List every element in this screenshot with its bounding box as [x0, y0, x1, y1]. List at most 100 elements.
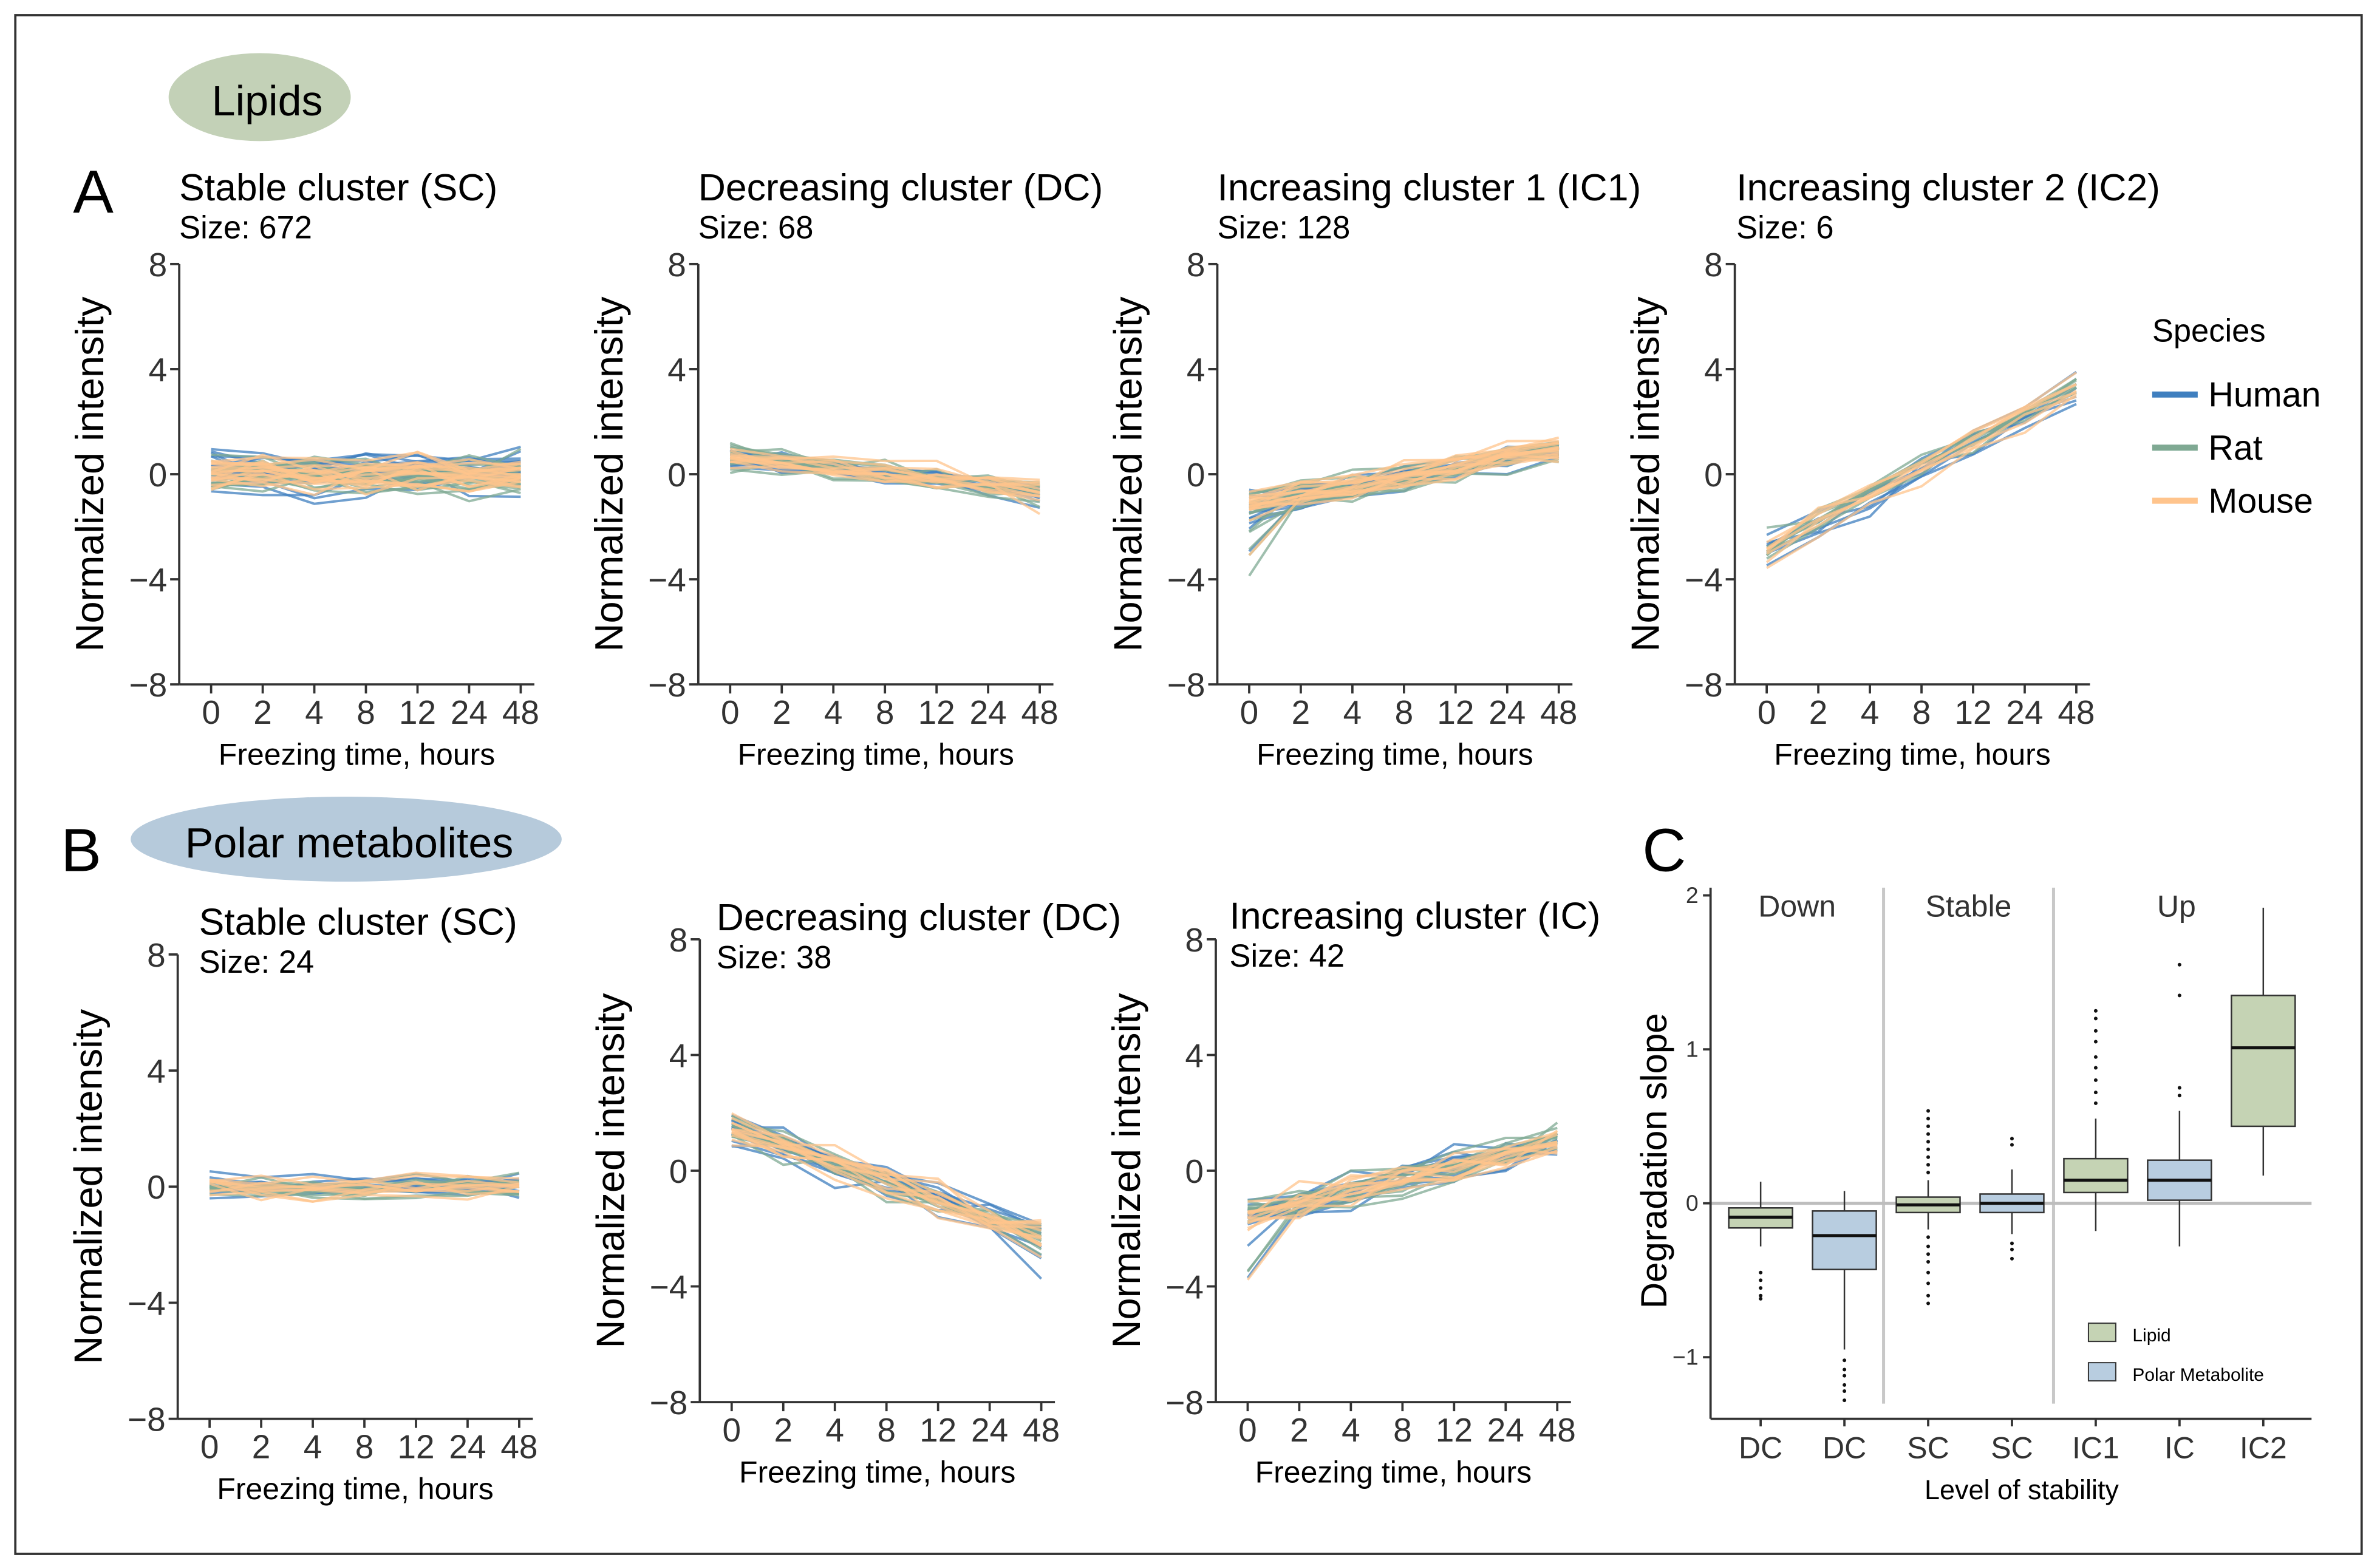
box-category-label: SC [1991, 1431, 2033, 1465]
legend-swatch-polar [2087, 1362, 2116, 1382]
y-tick-label: −4 [650, 1268, 688, 1306]
x-tick-label: 4 [1343, 693, 1362, 731]
y-axis-label: Normalized intensity [67, 296, 112, 652]
box-outlier [2177, 962, 2181, 967]
box-outlier [2093, 1091, 2098, 1095]
x-tick-label: 24 [970, 693, 1007, 731]
x-tick-label: 12 [1437, 693, 1474, 731]
x-tick-label: 4 [305, 693, 324, 731]
series-line [1249, 455, 1560, 511]
box-outlier [2093, 1078, 2098, 1082]
y-tick-label: 4 [669, 1037, 688, 1074]
x-tick-label: 0 [1240, 693, 1259, 731]
panel-polar-increasing: Increasing cluster (IC) Size: 42 840−4−8… [1104, 894, 1600, 1489]
panel-title: Stable cluster (SC) [179, 166, 497, 209]
y-tick-label: −4 [1167, 561, 1205, 599]
box-outlier [1759, 1293, 1763, 1298]
y-tick-label: −8 [1167, 666, 1205, 704]
panel-lipids-decreasing: Decreasing cluster (DC) Size: 68 840−4−8… [587, 166, 1103, 772]
x-axis-label: Freezing time, hours [219, 738, 495, 772]
box-outlier [1926, 1301, 1931, 1306]
panel-size: Size: 128 [1217, 210, 1350, 245]
panel-lipids-increasing-2: Increasing cluster 2 (IC2) Size: 6 840−4… [1623, 166, 2160, 772]
x-tick-label: 48 [500, 1428, 537, 1466]
x-axis-label: Freezing time, hours [1255, 1455, 1532, 1489]
box-outlier [2177, 993, 2181, 998]
y-tick-label: 2 [1686, 882, 1699, 908]
panel-title: Stable cluster (SC) [199, 900, 517, 943]
x-tick-label: 8 [1912, 693, 1931, 731]
series-line [210, 460, 521, 485]
panel-title: Decreasing cluster (DC) [698, 166, 1103, 209]
panel-letter-a: A [73, 158, 114, 226]
x-tick-label: 24 [451, 693, 488, 731]
series-line [211, 477, 521, 493]
boxplot-legend: Lipid Polar Metabolite [2087, 1323, 2264, 1385]
x-axis-label: Freezing time, hours [737, 738, 1014, 772]
box-outlier [2093, 1055, 2098, 1059]
panel-size: Size: 42 [1229, 939, 1345, 974]
legend-title: Species [2152, 313, 2266, 349]
series-line [730, 454, 1041, 516]
box-outlier [1926, 1259, 1931, 1264]
panel-title: Increasing cluster 2 (IC2) [1736, 166, 2160, 209]
boxplot-xlabel: Level of stability [1925, 1474, 2119, 1505]
x-tick-label: 4 [1861, 693, 1880, 731]
polar-badge-label: Polar metabolites [185, 819, 514, 866]
box [2063, 1157, 2129, 1194]
y-tick-label: −8 [1685, 666, 1723, 704]
legend-label-polar: Polar Metabolite [2132, 1365, 2264, 1385]
box-outlier [1926, 1170, 1931, 1174]
y-tick-label: −8 [648, 666, 686, 704]
series-line [1766, 383, 2077, 543]
lipids-badge-label: Lipids [212, 77, 323, 124]
box-outlier [2093, 1101, 2098, 1105]
y-tick-label: 1 [1686, 1037, 1699, 1062]
x-axis-label: Freezing time, hours [1774, 738, 2050, 772]
box-outlier [1759, 1278, 1763, 1282]
x-tick-label: 48 [1540, 693, 1577, 731]
panel-boxplot: Degradation slope Level of stability Dow… [1634, 882, 2312, 1505]
x-tick-label: 8 [355, 1428, 374, 1466]
x-tick-label: 2 [253, 693, 272, 731]
y-tick-label: 0 [147, 1168, 166, 1206]
box-outlier [1926, 1235, 1931, 1239]
y-axis-label: Normalized intensity [1104, 993, 1148, 1348]
x-tick-label: 48 [502, 693, 539, 731]
x-tick-label: 2 [1292, 693, 1311, 731]
panel-title: Increasing cluster (IC) [1229, 894, 1600, 937]
y-tick-label: −8 [650, 1384, 688, 1421]
figure-frame [14, 14, 2363, 1555]
box-outlier [2010, 1247, 2014, 1251]
series-line [731, 1139, 1042, 1247]
x-tick-label: 2 [1809, 693, 1828, 731]
series-line [1247, 1150, 1558, 1223]
box-category-label: IC [2164, 1431, 2195, 1465]
x-tick-label: 12 [1954, 693, 1991, 731]
polar-badge-shape [131, 796, 562, 882]
series-line [1249, 442, 1560, 493]
box-outlier [2093, 1009, 2098, 1013]
box-outlier [1926, 1270, 1931, 1275]
box-outlier [2177, 1094, 2181, 1098]
box-outlier [1926, 1163, 1931, 1167]
y-tick-label: −4 [128, 1284, 166, 1322]
x-tick-label: 8 [1395, 693, 1414, 731]
y-tick-label: 0 [669, 1152, 688, 1190]
x-tick-label: 8 [356, 693, 375, 731]
y-tick-label: −4 [1685, 561, 1723, 599]
box-outlier [2010, 1241, 2014, 1245]
box-outlier [1843, 1358, 1847, 1363]
panel-title: Decreasing cluster (DC) [717, 896, 1122, 939]
y-axis-label: Normalized intensity [588, 993, 632, 1348]
y-axis-label: Normalized intensity [1623, 296, 1668, 652]
y-tick-label: 0 [1187, 456, 1205, 494]
x-tick-label: 48 [2058, 693, 2095, 731]
x-tick-label: 0 [202, 693, 220, 731]
y-tick-label: 0 [1704, 456, 1723, 494]
x-tick-label: 48 [1023, 1411, 1060, 1449]
x-tick-label: 2 [774, 1411, 793, 1449]
box-outlier [1926, 1124, 1931, 1128]
box-outlier [1926, 1252, 1931, 1256]
